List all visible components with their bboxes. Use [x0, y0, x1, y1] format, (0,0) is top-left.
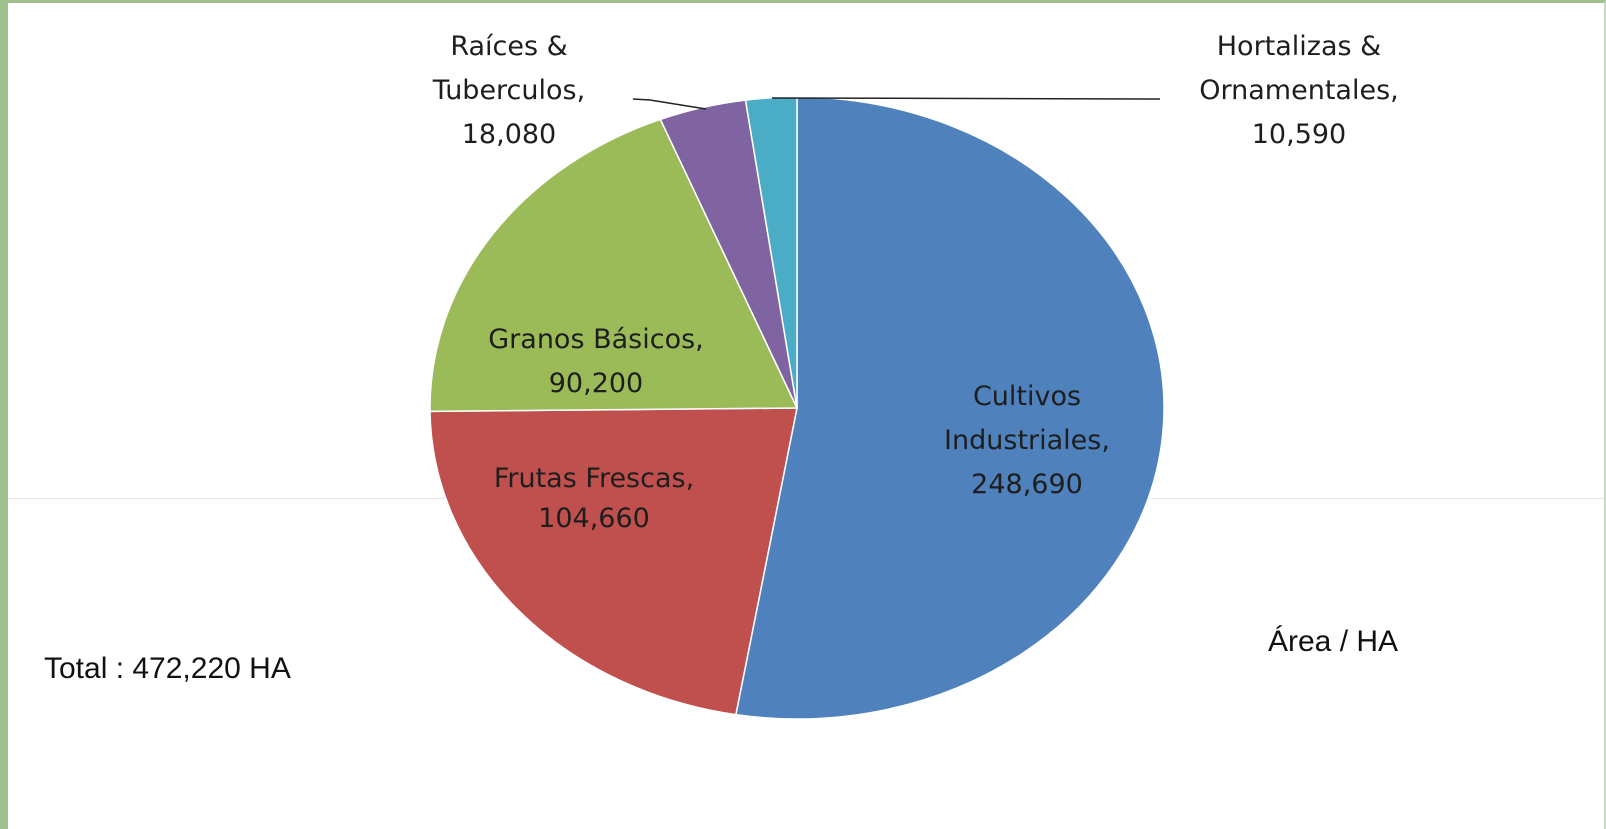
pie-slice-frutas-frescas	[429, 407, 798, 716]
slice-label: Hortalizas & Ornamentales, 10,590	[1199, 31, 1398, 150]
unit-note: Área / HA	[1268, 625, 1399, 658]
pie-slice-granos-básicos	[429, 118, 799, 413]
leader-line	[632, 98, 707, 110]
slice-label: Frutas Frescas, 104,660	[494, 463, 694, 534]
slice-label: Cultivos Industriales, 248,690	[944, 381, 1110, 500]
pie-slice-hortalizas-ornamentales	[744, 96, 798, 409]
pie-slice-cultivos-industriales	[734, 96, 1165, 720]
slice-label: Granos Básicos, 90,200	[488, 324, 704, 399]
total-note: Total : 472,220 HA	[44, 652, 291, 685]
slice-label: Raíces & Tuberculos, 18,080	[432, 31, 585, 150]
leader-line	[771, 97, 1161, 100]
